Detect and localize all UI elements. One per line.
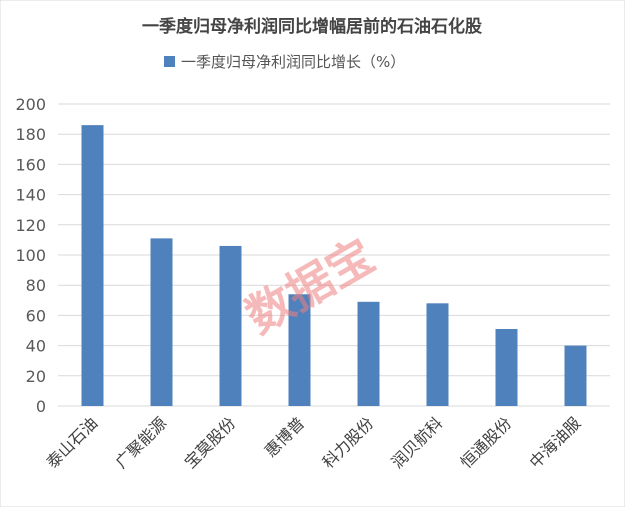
gridlines	[58, 103, 610, 407]
bars	[81, 125, 587, 406]
bar	[357, 301, 380, 406]
bar	[288, 294, 311, 406]
y-tick-label: 40	[26, 337, 46, 356]
y-tick-label: 180	[15, 125, 46, 144]
y-tick-label: 120	[15, 216, 46, 235]
y-tick-label: 80	[26, 276, 46, 295]
y-tick-label: 60	[26, 306, 46, 325]
legend-label: 一季度归母净利润同比增长（%）	[181, 53, 405, 71]
bar	[219, 245, 242, 406]
bar	[495, 328, 518, 406]
y-tick-label: 140	[15, 186, 46, 205]
legend: 一季度归母净利润同比增长（%）	[164, 53, 405, 71]
y-tick-label: 200	[15, 95, 46, 114]
chart-title: 一季度归母净利润同比增幅居前的石油石化股	[142, 16, 482, 37]
bar	[426, 303, 449, 406]
bar	[564, 345, 587, 406]
bar	[150, 238, 173, 406]
y-tick-label: 100	[15, 246, 46, 265]
y-axis: 0 20 40 60 80 100 120 140 160 180 200	[15, 95, 46, 416]
y-tick-label: 160	[15, 155, 46, 174]
y-tick-label: 20	[26, 367, 46, 386]
bar	[81, 125, 104, 406]
y-tick-label: 0	[36, 397, 46, 416]
legend-swatch	[164, 56, 175, 67]
